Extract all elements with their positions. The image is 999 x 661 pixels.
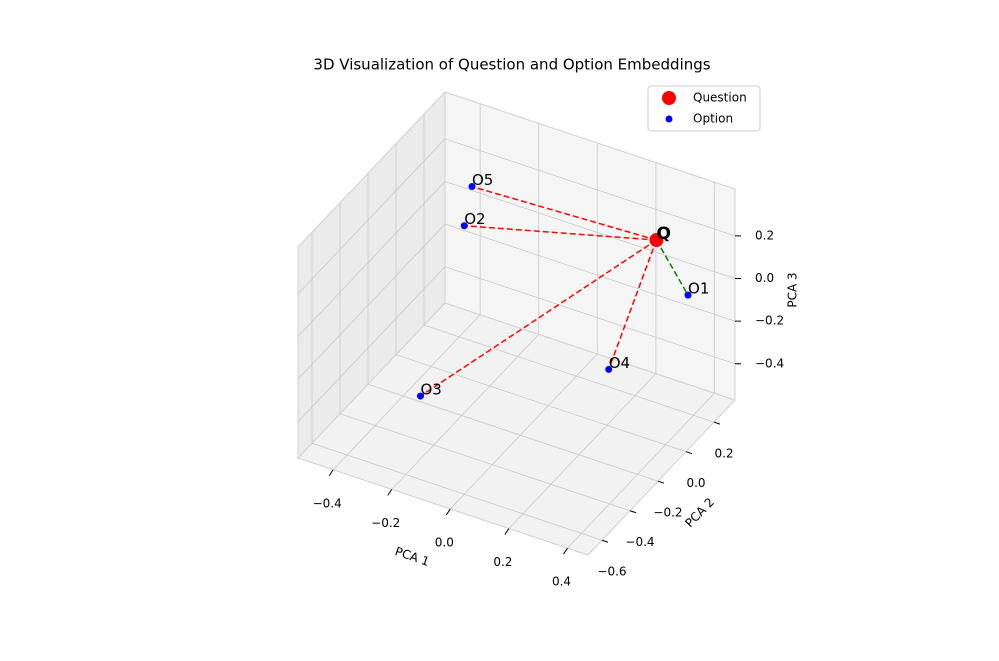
y-tick-label: 0.2 bbox=[714, 447, 733, 461]
z-tick-label: −0.2 bbox=[755, 314, 784, 328]
connector bbox=[471, 185, 657, 241]
x-tick bbox=[445, 508, 451, 516]
grid-line bbox=[297, 138, 446, 295]
y-tick bbox=[629, 510, 637, 514]
y-tick bbox=[601, 539, 609, 543]
y-tick-label: −0.4 bbox=[625, 535, 654, 549]
x-tick-label: −0.4 bbox=[313, 496, 342, 510]
connector bbox=[420, 239, 657, 397]
point bbox=[416, 392, 424, 400]
grid-line bbox=[297, 181, 446, 337]
z-tick-label: 0.2 bbox=[755, 228, 774, 242]
point-label: O2 bbox=[464, 210, 485, 228]
z-tick-label: −0.4 bbox=[755, 356, 784, 370]
y-tick bbox=[657, 480, 665, 484]
x-tick-label: 0.4 bbox=[552, 575, 571, 589]
chart-title: 3D Visualization of Question and Option … bbox=[313, 56, 710, 74]
grid-line bbox=[367, 383, 659, 482]
back-pane bbox=[444, 91, 736, 401]
grid-line bbox=[444, 223, 736, 322]
point bbox=[460, 222, 468, 230]
point bbox=[649, 233, 664, 248]
legend: Question Option bbox=[647, 85, 761, 132]
point-label: O5 bbox=[472, 171, 493, 189]
point bbox=[605, 365, 613, 373]
grid-line bbox=[444, 181, 736, 279]
z-axis-label: PCA 3 bbox=[786, 272, 800, 307]
grid-line bbox=[423, 324, 715, 423]
grid-line bbox=[332, 314, 481, 471]
x-tick-label: 0.2 bbox=[493, 555, 512, 569]
x-axis-label: PCA 1 bbox=[393, 544, 431, 569]
x-tick bbox=[387, 489, 393, 496]
x-tick bbox=[328, 469, 334, 477]
connector bbox=[655, 239, 689, 296]
point bbox=[468, 183, 476, 191]
legend-label: Option bbox=[693, 112, 733, 126]
y-tick-label: 0.0 bbox=[686, 476, 705, 490]
point-label: Q bbox=[656, 224, 670, 244]
grid-line bbox=[444, 266, 736, 365]
x-tick-label: 0.0 bbox=[435, 535, 454, 549]
grid-line bbox=[391, 334, 540, 490]
x-tick-label: −0.2 bbox=[371, 516, 400, 530]
grid-line bbox=[339, 413, 631, 512]
legend-marker bbox=[662, 91, 676, 105]
x-tick bbox=[504, 528, 510, 535]
grid-line bbox=[297, 223, 446, 380]
connector bbox=[464, 224, 657, 241]
point bbox=[684, 291, 692, 299]
y-tick-label: −0.6 bbox=[597, 565, 626, 579]
grid-line bbox=[450, 353, 598, 510]
grid-line bbox=[444, 138, 736, 237]
y-tick bbox=[685, 451, 693, 455]
grid-line bbox=[508, 373, 657, 529]
y-tick-label: −0.2 bbox=[653, 506, 682, 520]
point-label: O1 bbox=[688, 280, 709, 298]
grid-line bbox=[297, 266, 446, 423]
x-tick bbox=[563, 547, 568, 555]
connector bbox=[608, 239, 658, 370]
y-tick bbox=[713, 421, 721, 425]
grid-line bbox=[311, 442, 603, 541]
legend-marker bbox=[665, 115, 673, 123]
grid-line bbox=[567, 392, 715, 549]
legend-box bbox=[647, 85, 761, 132]
y-axis-label: PCA 2 bbox=[682, 495, 717, 530]
point-label: O3 bbox=[420, 381, 441, 399]
legend-label: Question bbox=[693, 91, 747, 105]
grid-line bbox=[395, 354, 687, 453]
point-label: O4 bbox=[609, 354, 630, 372]
z-tick-label: 0.0 bbox=[755, 271, 774, 285]
